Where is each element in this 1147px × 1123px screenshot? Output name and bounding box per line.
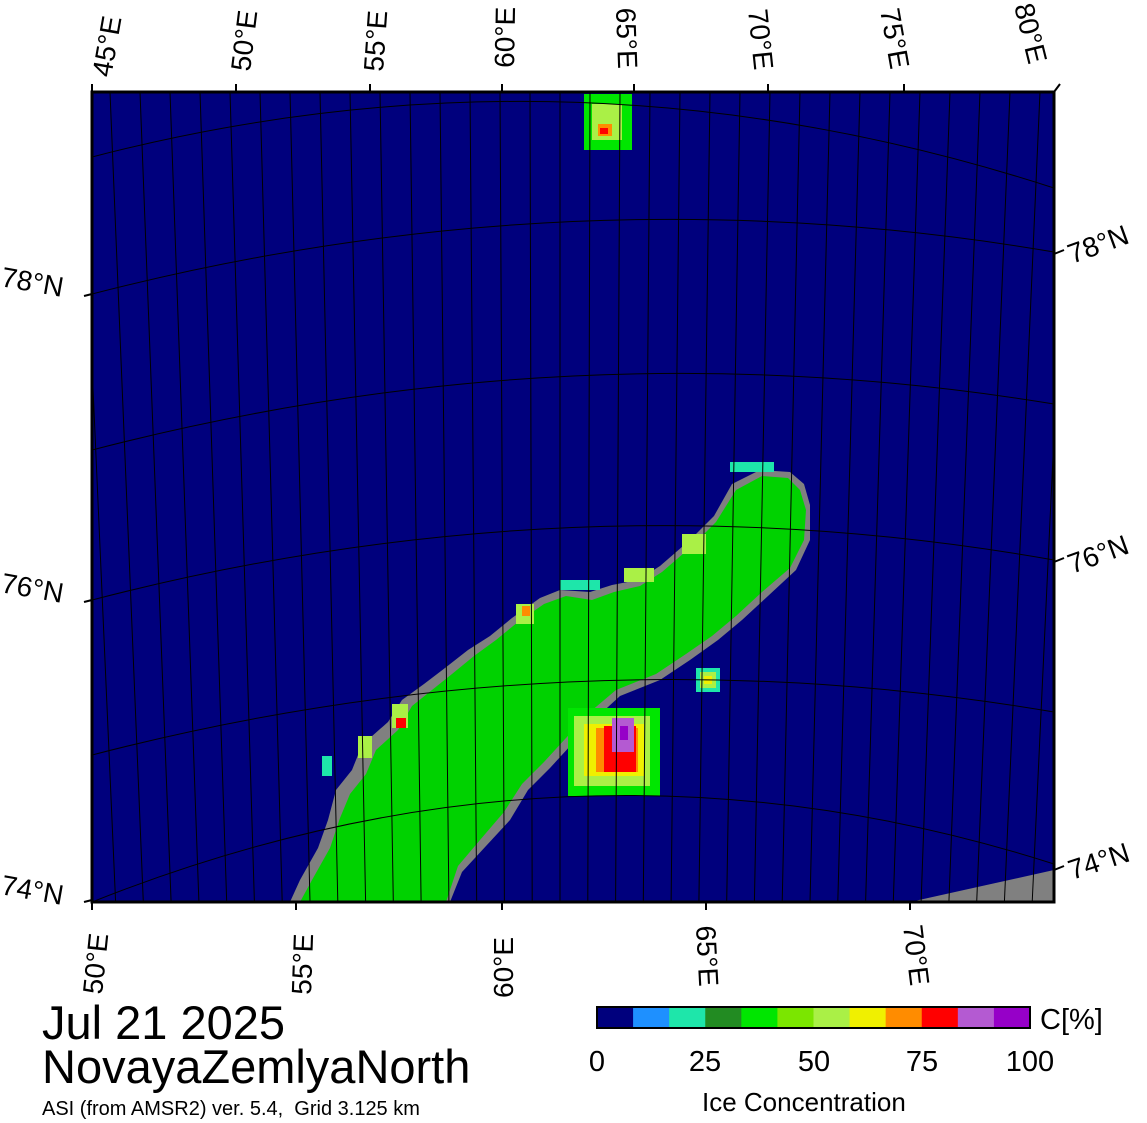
top-lon-label: 55°E [358,9,393,72]
ice-patch-east-coast [568,708,660,796]
colorbar-tick: 0 [588,1046,606,1078]
colorbar-swatch [597,1007,634,1028]
tick-mark [1053,557,1065,563]
colorbar-swatch [633,1007,670,1028]
colorbar-swatch [849,1007,887,1028]
left-lat-label: 76°N [0,567,66,608]
colorbar-tick: 75 [905,1046,939,1078]
product-description: ASI (from AMSR2) ver. 5.4, Grid 3.125 km [42,1098,420,1120]
top-lon-label: 50°E [225,8,263,72]
colorbar-frame [596,1006,1031,1029]
bottom-lon-label: 50°E [77,932,114,996]
top-lon-label: 75°E [874,6,915,71]
land-mask-southeast [910,870,1054,902]
boundary-ticks [83,83,1065,910]
bottom-longitude-labels: 50°E 55°E 60°E 65°E 70°E [77,923,935,998]
tick-mark [1053,249,1065,255]
graticule [92,92,1054,902]
top-lon-label: 70°E [742,7,779,71]
bottom-lon-label: 65°E [690,925,724,988]
colorbar-tick: 50 [797,1046,831,1078]
tick-mark [83,293,93,297]
region-name: NovayaZemlyaNorth [42,1040,471,1093]
top-longitude-labels: 45°E 50°E 55°E 60°E 65°E 70°E 75°E 80°E [86,0,1053,79]
right-lat-label: 78°N [1063,219,1132,270]
tick-mark [83,899,93,903]
colorbar-swatch [993,1007,1031,1028]
tick-mark [83,599,93,603]
map-date: Jul 21 2025 [42,996,286,1049]
left-lat-label: 74°N [0,869,66,910]
colorbar-swatch [957,1007,995,1028]
ice-patch-north-islet [584,94,632,150]
left-lat-label: 78°N [0,261,66,302]
bottom-lon-label: 55°E [286,933,319,995]
bottom-lon-label: 60°E [488,937,519,998]
island-land [300,476,806,902]
bottom-lon-label: 70°E [897,923,935,987]
tick-mark [1053,83,1061,93]
top-lon-label: 60°E [489,7,521,69]
ice-fringe-west-coast [322,462,774,776]
colorbar-title: Ice Concentration [702,1087,906,1117]
right-latitude-labels: 78°N 76°N 74°N [1063,219,1133,886]
top-lon-label: 65°E [610,7,643,69]
colorbar-tick: 25 [688,1046,722,1078]
colorbar-swatch [669,1007,706,1028]
colorbar-swatch [885,1007,923,1028]
top-lon-label: 45°E [86,14,127,79]
map-frame [90,90,1056,904]
colorbar-tick: 100 [1005,1046,1055,1078]
right-lat-label: 76°N [1063,529,1132,580]
colorbar-unit: C[%] [1040,1004,1103,1036]
right-lat-label: 74°N [1064,837,1133,886]
tick-mark [1053,865,1065,871]
colorbar [597,1007,1031,1028]
left-latitude-labels: 78°N 76°N 74°N [0,261,66,910]
top-lon-label: 80°E [1008,0,1053,67]
colorbar-swatch [777,1007,814,1028]
colorbar-swatch [741,1007,778,1028]
colorbar-swatch [921,1007,959,1028]
colorbar-swatch [813,1007,851,1028]
colorbar-swatch [705,1007,742,1028]
